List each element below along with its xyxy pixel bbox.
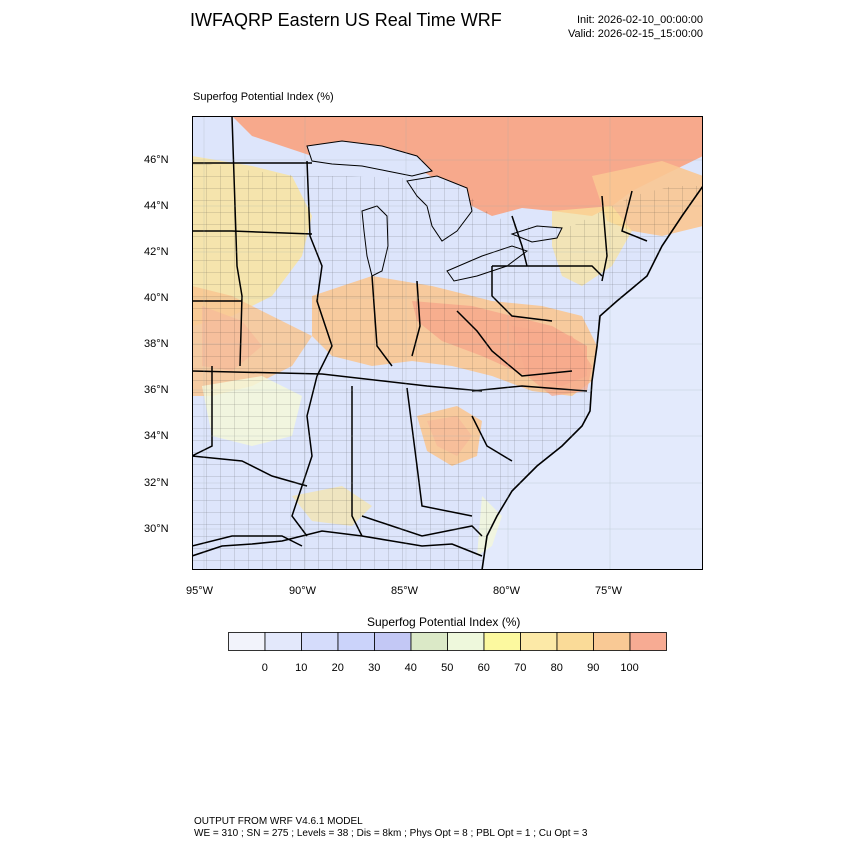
colorbar-tick-label: 60 — [477, 662, 490, 674]
lat-label: 32°N — [144, 477, 169, 489]
colorbar-tick-label: 0 — [261, 662, 268, 674]
colorbar-swatch — [337, 632, 375, 651]
lat-label: 44°N — [144, 200, 169, 212]
colorbar-swatch — [264, 632, 302, 651]
lon-label: 95°W — [186, 585, 214, 597]
model-line: OUTPUT FROM WRF V4.6.1 MODEL — [194, 816, 363, 827]
lat-label: 30°N — [144, 523, 169, 535]
colorbar-tick-label: 90 — [587, 662, 600, 674]
config-line: WE = 310 ; SN = 275 ; Levels = 38 ; Dis … — [194, 828, 588, 839]
lat-label: 46°N — [144, 154, 169, 166]
colorbar-swatch — [228, 632, 266, 651]
colorbar — [228, 632, 667, 651]
colorbar-swatch — [556, 632, 594, 651]
lon-label: 75°W — [595, 585, 623, 597]
colorbar-swatch — [410, 632, 448, 651]
model-info: OUTPUT FROM WRF V4.6.1 MODEL WE = 310 ; … — [194, 816, 587, 840]
colorbar-title: Superfog Potential Index (%) — [367, 615, 521, 629]
lat-label: 34°N — [144, 430, 169, 442]
coastline — [481, 185, 703, 570]
init-time: Init: 2026-02-10_00:00:00 — [577, 14, 703, 26]
colorbar-swatch — [593, 632, 631, 651]
valid-time: Valid: 2026-02-15_15:00:00 — [568, 28, 703, 40]
colorbar-swatch — [483, 632, 521, 651]
colorbar-swatch — [447, 632, 485, 651]
state-boundaries — [192, 116, 648, 547]
colorbar-tick-label: 80 — [550, 662, 563, 674]
colorbar-swatch — [629, 632, 667, 651]
lat-label: 36°N — [144, 384, 169, 396]
colorbar-tick-label: 30 — [368, 662, 381, 674]
plot-title: IWFAQRP Eastern US Real Time WRF — [190, 10, 502, 30]
colorbar-tick-label: 100 — [620, 662, 639, 674]
superfog-map — [192, 116, 703, 570]
colorbar-swatch — [520, 632, 558, 651]
lon-label: 80°W — [493, 585, 521, 597]
canada-high-band — [232, 116, 703, 216]
colorbar-tick-label: 20 — [331, 662, 344, 674]
lat-label: 42°N — [144, 246, 169, 258]
field-label: Superfog Potential Index (%) — [193, 91, 334, 103]
colorbar-tick-label: 70 — [514, 662, 527, 674]
colorbar-tick-label: 40 — [404, 662, 417, 674]
time-info: Init: 2026-02-10_00:00:00 Valid: 2026-02… — [568, 13, 703, 41]
colorbar-tick-label: 50 — [441, 662, 454, 674]
colorbar-swatch — [301, 632, 339, 651]
lake-superior — [306, 140, 433, 177]
lon-label: 90°W — [289, 585, 317, 597]
lat-label: 38°N — [144, 338, 169, 350]
colorbar-swatch — [374, 632, 412, 651]
lon-label: 85°W — [391, 585, 419, 597]
colorbar-tick-label: 10 — [295, 662, 308, 674]
lat-label: 40°N — [144, 292, 169, 304]
